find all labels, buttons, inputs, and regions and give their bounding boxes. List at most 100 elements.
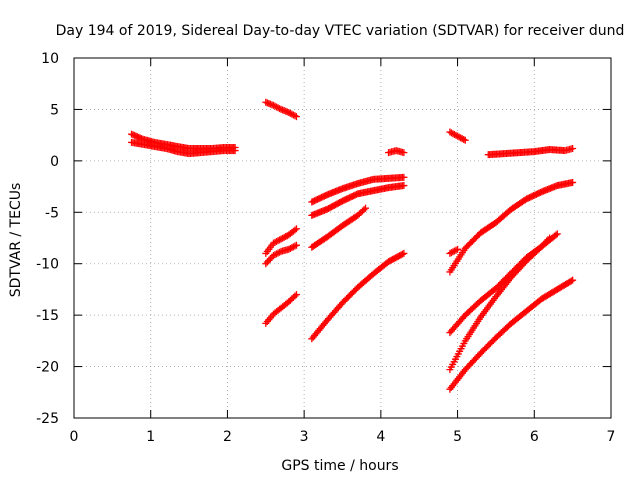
data-point	[291, 292, 299, 300]
data-point	[291, 242, 299, 250]
data-point	[286, 109, 294, 117]
data-point	[292, 291, 300, 299]
data-series	[385, 147, 408, 157]
data-point	[289, 243, 297, 251]
data-point	[231, 147, 239, 155]
x-tick-label: 5	[453, 429, 462, 445]
data-point	[288, 244, 296, 252]
data-point	[292, 113, 300, 121]
data-point	[449, 248, 457, 256]
data-point	[452, 246, 460, 254]
data-point	[451, 131, 459, 139]
data-point	[271, 238, 279, 246]
data-series	[128, 138, 239, 158]
data-point	[276, 105, 284, 113]
y-tick-label: -20	[36, 360, 59, 376]
data-point	[569, 276, 577, 284]
data-point	[398, 250, 406, 258]
chart-title: Day 194 of 2019, Sidereal Day-to-day VTE…	[56, 23, 625, 39]
plot-area-frame	[73, 57, 612, 419]
data-point	[400, 149, 408, 157]
data-point	[539, 241, 547, 249]
data-point	[263, 258, 271, 266]
data-point	[446, 128, 454, 136]
data-point	[273, 237, 281, 245]
data-point	[273, 103, 281, 111]
data-point	[274, 249, 282, 257]
data-point	[360, 206, 368, 214]
data-point	[285, 245, 293, 253]
data-point	[400, 173, 408, 181]
data-series	[446, 128, 469, 144]
data-point	[274, 104, 282, 112]
data-point	[279, 234, 287, 242]
data-point	[280, 233, 288, 241]
data-series	[262, 291, 300, 327]
y-tick-label: 0	[50, 154, 59, 170]
data-point	[277, 235, 285, 243]
data-point	[454, 245, 462, 253]
data-point	[538, 242, 546, 250]
data-point	[449, 130, 457, 138]
y-tick-label: -5	[45, 205, 59, 221]
y-tick-label: 5	[50, 102, 59, 118]
data-point	[446, 249, 454, 257]
y-axis-label: SDTVAR / TECUs	[8, 183, 24, 298]
data-point	[271, 102, 279, 110]
data-point	[286, 244, 294, 252]
x-tick-label: 6	[530, 429, 539, 445]
data-series	[446, 234, 554, 374]
data-point	[276, 248, 284, 256]
data-point	[400, 182, 408, 190]
data-points	[128, 98, 577, 393]
data-point	[273, 250, 281, 258]
data-point	[451, 247, 459, 255]
data-point	[569, 178, 577, 186]
data-point	[266, 255, 274, 263]
data-point	[447, 249, 455, 257]
data-point	[546, 234, 554, 242]
data-point	[454, 132, 462, 140]
data-series	[446, 245, 462, 257]
data-series	[484, 145, 577, 159]
data-point	[362, 204, 370, 212]
grid-lines	[74, 58, 611, 418]
x-tick-label: 3	[300, 429, 309, 445]
data-point	[452, 131, 460, 139]
data-series	[262, 241, 300, 268]
data-point	[282, 233, 290, 241]
data-series	[446, 276, 577, 393]
x-axis-label: GPS time / hours	[281, 458, 398, 474]
data-point	[458, 135, 466, 143]
data-point	[569, 145, 577, 153]
data-point	[544, 236, 552, 244]
data-point	[460, 135, 468, 143]
data-point	[289, 111, 297, 119]
data-point	[285, 109, 293, 117]
y-tick-label: -10	[36, 257, 59, 273]
data-point	[291, 112, 299, 120]
x-tick-label: 0	[70, 429, 79, 445]
data-point	[271, 251, 279, 259]
data-point	[447, 129, 455, 137]
x-tick-label: 7	[607, 429, 616, 445]
data-point	[553, 230, 561, 238]
data-point	[567, 277, 575, 285]
x-axis-ticks: 0 1 2 3 4 5 6 7	[70, 58, 616, 445]
y-tick-label: -15	[36, 308, 59, 324]
data-point	[461, 136, 469, 144]
data-point	[269, 251, 277, 259]
data-point	[269, 101, 277, 109]
data-series	[308, 173, 408, 206]
data-point	[292, 241, 300, 249]
x-tick-label: 1	[146, 429, 155, 445]
data-point	[276, 236, 284, 244]
data-series	[262, 98, 300, 121]
data-point	[292, 225, 300, 233]
data-point	[262, 260, 270, 268]
data-point	[457, 134, 465, 142]
data-point	[455, 133, 463, 141]
x-tick-label: 2	[223, 429, 232, 445]
data-point	[541, 239, 549, 247]
